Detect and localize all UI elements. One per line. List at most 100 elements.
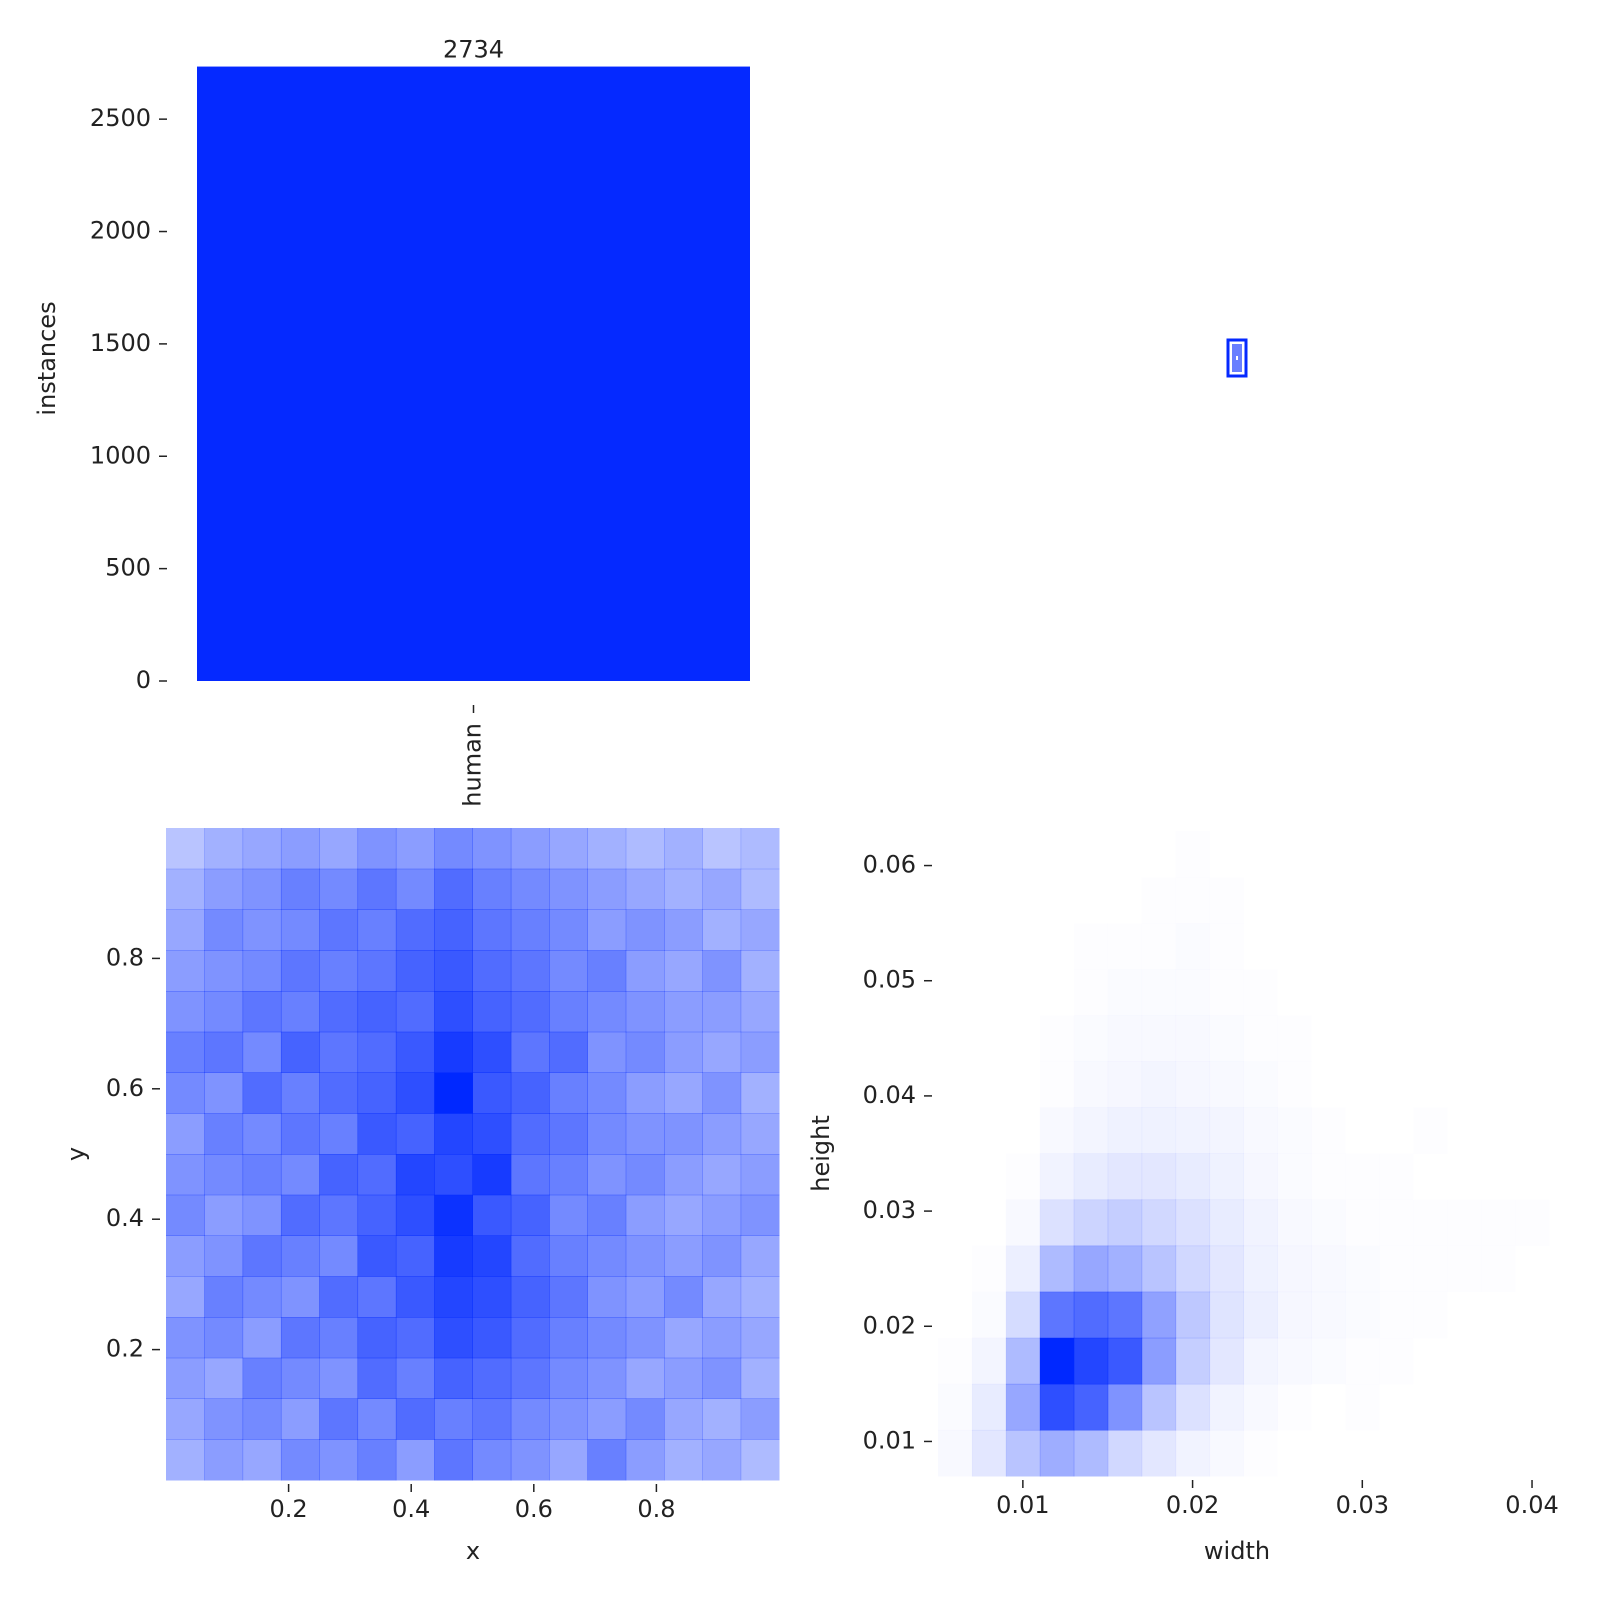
heatmap-cell xyxy=(1175,1153,1211,1201)
heatmap-cell xyxy=(319,1194,359,1236)
heatmap-cell xyxy=(938,1430,972,1477)
heatmap-cell xyxy=(938,1200,972,1247)
heatmap-cell xyxy=(1209,1107,1244,1154)
y-tick-label: 0.04 xyxy=(863,1081,916,1109)
heatmap-cell xyxy=(1379,923,1413,970)
heatmap-cell xyxy=(395,1113,435,1155)
heatmap-cell xyxy=(1311,1292,1345,1339)
heatmap-cell xyxy=(549,1194,588,1236)
heatmap-cell xyxy=(280,1072,320,1114)
y-tick-label: 0.06 xyxy=(863,851,916,879)
heatmap-cell xyxy=(587,1398,627,1440)
heatmap-cell xyxy=(1210,1015,1244,1062)
heatmap-cell xyxy=(1175,1199,1211,1247)
heatmap-cell xyxy=(357,1194,397,1236)
heatmap-cell xyxy=(1515,923,1549,970)
heatmap-cell xyxy=(242,1398,282,1440)
heatmap-cell xyxy=(938,969,972,1016)
y-tick-label: 1000 xyxy=(90,441,151,469)
heatmap-cell xyxy=(1006,969,1040,1016)
heatmap-cell xyxy=(204,1072,244,1114)
heatmap-cell xyxy=(1311,877,1345,924)
heatmap-cell xyxy=(1039,1383,1075,1431)
heatmap-cell xyxy=(1176,877,1210,924)
x-tick-label: 0.6 xyxy=(515,1495,553,1523)
heatmap-cell xyxy=(549,1398,588,1440)
heatmap-cell xyxy=(434,1357,473,1399)
heatmap-cell xyxy=(242,1235,282,1277)
heatmap-cell xyxy=(1244,1015,1278,1062)
heatmap-cell xyxy=(664,1154,703,1196)
heatmap-cell xyxy=(1311,1200,1345,1247)
heatmap-cell xyxy=(357,828,397,870)
heatmap-cell xyxy=(1142,877,1176,924)
heatmap-cell xyxy=(702,1357,742,1399)
heatmap-cell xyxy=(625,1031,665,1073)
heatmap-cell xyxy=(1447,969,1481,1016)
heatmap-cell xyxy=(1142,831,1176,878)
heatmap-cell xyxy=(972,831,1006,878)
heatmap-cell xyxy=(1141,1107,1177,1154)
heatmap-cell xyxy=(549,1276,588,1318)
heatmap-cell xyxy=(625,1439,665,1481)
heatmap-cell xyxy=(740,991,780,1033)
heatmap-cell xyxy=(587,909,627,951)
heatmap-cell xyxy=(319,1276,359,1318)
heatmap-cell xyxy=(395,1276,435,1318)
heatmap-cell xyxy=(1209,1199,1244,1247)
heatmap-cell xyxy=(280,1113,320,1155)
heatmap-cell xyxy=(1311,1246,1345,1293)
heatmap-cell xyxy=(1379,831,1413,878)
heatmap-cell xyxy=(1481,1200,1515,1247)
heatmap-cell xyxy=(395,1398,435,1440)
heatmap-cell xyxy=(357,1113,397,1155)
heatmap-cell xyxy=(1311,1061,1345,1108)
heatmap-cell xyxy=(166,1194,205,1236)
heatmap-cell xyxy=(664,828,703,870)
heatmap-cell xyxy=(166,950,205,992)
heatmap-cell xyxy=(1447,1154,1481,1201)
heatmap-cell xyxy=(1481,1154,1515,1201)
heatmap-cell xyxy=(1481,1338,1515,1385)
heatmap-cell xyxy=(434,828,473,870)
heatmap-cell xyxy=(1379,1430,1413,1477)
heatmap-cell xyxy=(1209,1383,1244,1431)
heatmap-cell xyxy=(204,1113,244,1155)
heatmap-cell xyxy=(1006,877,1040,924)
heatmap-cell xyxy=(702,1398,742,1440)
heatmap-cell xyxy=(1006,1154,1040,1201)
heatmap-cell xyxy=(1244,923,1278,970)
heatmap-cell xyxy=(1244,1154,1278,1201)
heatmap-cell xyxy=(664,1031,703,1073)
y-tick-label: 0.01 xyxy=(863,1426,916,1454)
heatmap-cell xyxy=(1244,1107,1278,1154)
heatmap-cell xyxy=(280,1194,320,1236)
heatmap-cell xyxy=(1175,1245,1211,1293)
heatmap-cell xyxy=(1379,877,1413,924)
heatmap-cell xyxy=(664,950,703,992)
heatmap-cell xyxy=(625,1357,665,1399)
y-tick-label: 0.02 xyxy=(863,1311,916,1339)
heatmap-cell xyxy=(166,1031,205,1073)
heatmap-cell xyxy=(280,828,320,870)
heatmap-cell xyxy=(1447,877,1481,924)
heatmap-cell xyxy=(1481,969,1515,1016)
y-tick-label: 2000 xyxy=(90,217,151,245)
heatmap-cell xyxy=(395,1357,435,1399)
heatmap-cell xyxy=(1277,1338,1311,1385)
heatmap-cell xyxy=(280,1398,320,1440)
heatmap-cell xyxy=(1141,1337,1177,1385)
x-tick-label: 0.04 xyxy=(1505,1491,1558,1519)
box-center xyxy=(1236,356,1238,360)
heatmap-cell xyxy=(1481,877,1515,924)
heatmap-cell xyxy=(587,991,627,1033)
heatmap-cell xyxy=(1175,1291,1211,1339)
heatmap-cell xyxy=(510,1398,550,1440)
heatmap-cell xyxy=(740,1276,780,1318)
heatmap-cell xyxy=(1107,1337,1143,1385)
heatmap-cell xyxy=(1277,1246,1311,1293)
heatmap-cell xyxy=(702,1031,742,1073)
heatmap-cell xyxy=(472,828,512,870)
heatmap-cell xyxy=(395,1235,435,1277)
heatmap-cell xyxy=(280,1439,320,1481)
